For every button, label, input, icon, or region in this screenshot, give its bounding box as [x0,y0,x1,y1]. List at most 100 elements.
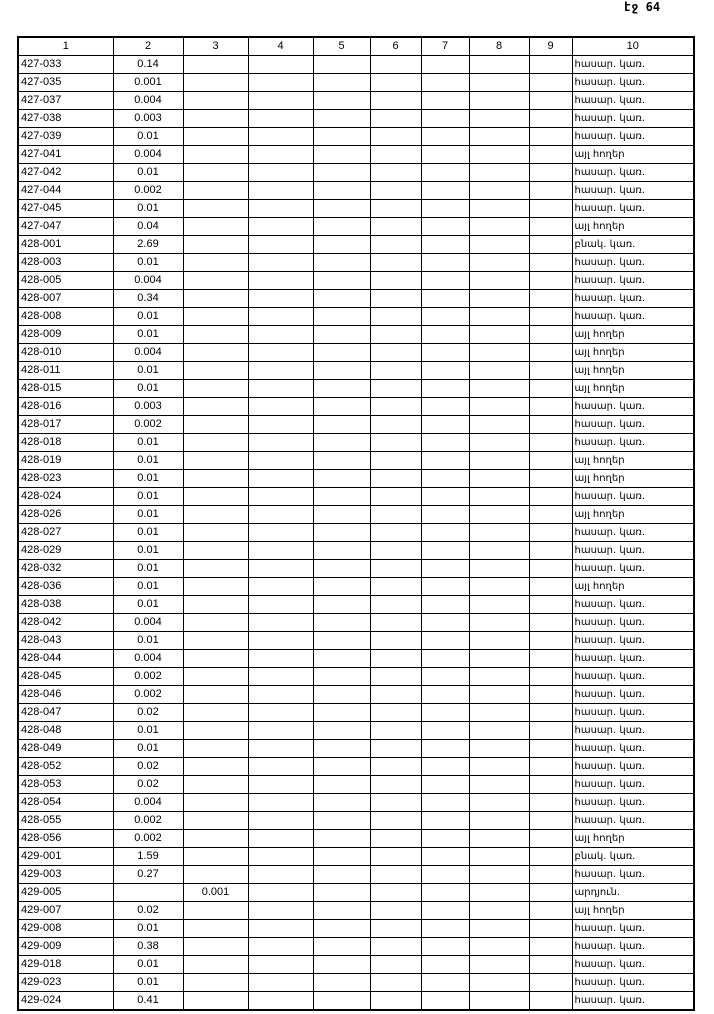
empty-cell [312,883,371,902]
empty-cell [369,721,422,740]
empty-cell [369,955,422,974]
table-row: 428-052 0.02 հասար. կառ. [17,757,695,776]
empty-cell [528,433,573,452]
empty-cell [369,559,422,578]
land-use-type: հասար. կառ. [571,775,695,794]
area-col-2: 0.01 [112,541,184,560]
empty-cell [312,775,371,794]
area-col-2: 0.004 [112,271,184,290]
empty-cell [369,145,422,164]
empty-cell [247,595,314,614]
empty-cell [420,397,470,416]
land-use-type: այլ հողեր [571,325,695,344]
empty-cell [312,793,371,812]
empty-cell [369,307,422,326]
empty-cell [247,433,314,452]
empty-cell [528,667,573,686]
area-col-2: 0.01 [112,955,184,974]
parcel-code: 428-008 [17,307,114,326]
empty-cell [312,469,371,488]
empty-cell [468,991,530,1011]
area-col-2: 0.01 [112,379,184,398]
parcel-code: 428-005 [17,271,114,290]
empty-cell [468,631,530,650]
empty-cell [247,55,314,74]
land-use-type: հասար. կառ. [571,595,695,614]
area-col-2: 0.01 [112,163,184,182]
empty-cell [420,487,470,506]
empty-cell [468,487,530,506]
empty-cell [247,361,314,380]
land-use-type: հասար. կառ. [571,91,695,110]
area-col-2: 0.002 [112,415,184,434]
table-row: 428-023 0.01 այլ հողեր [17,469,695,488]
empty-cell [468,505,530,524]
empty-cell [420,145,470,164]
empty-cell [468,127,530,146]
table-row: 429-007 0.02 այլ հողեր [17,901,695,920]
land-register-table: 1 2 3 4 5 6 7 8 9 10 427-033 0.14 հասար. կ… [17,36,695,1011]
table-row: 428-010 0.004 այլ հողեր [17,343,695,362]
empty-cell [420,829,470,848]
area-col-2: 0.01 [112,487,184,506]
parcel-code: 428-032 [17,559,114,578]
parcel-code: 429-003 [17,865,114,884]
area-col-2: 0.38 [112,937,184,956]
empty-cell [468,379,530,398]
area-col-3 [182,901,249,920]
land-use-type: հասար. կառ. [571,991,695,1011]
empty-cell [247,523,314,542]
parcel-code: 427-037 [17,91,114,110]
empty-cell [528,649,573,668]
empty-cell [468,739,530,758]
empty-cell [420,595,470,614]
empty-cell [247,757,314,776]
empty-cell [468,847,530,866]
area-col-3 [182,631,249,650]
empty-cell [369,397,422,416]
empty-cell [312,685,371,704]
empty-cell [528,577,573,596]
empty-cell [528,919,573,938]
land-use-type: հասար. կառ. [571,55,695,74]
empty-cell [369,55,422,74]
empty-cell [468,271,530,290]
empty-cell [312,523,371,542]
area-col-3 [182,145,249,164]
table-row: 428-055 0.002 հասար. կառ. [17,811,695,830]
table-row: 428-053 0.02 հասար. կառ. [17,775,695,794]
empty-cell [247,685,314,704]
parcel-code: 428-001 [17,235,114,254]
empty-cell [420,559,470,578]
area-col-3 [182,541,249,560]
empty-cell [369,541,422,560]
empty-cell [369,505,422,524]
land-use-type: բնակ. կառ. [571,235,695,254]
empty-cell [468,361,530,380]
empty-cell [369,847,422,866]
area-col-2: 0.01 [112,307,184,326]
empty-cell [420,919,470,938]
land-use-type: հասար. կառ. [571,919,695,938]
parcel-code: 428-056 [17,829,114,848]
empty-cell [420,739,470,758]
land-use-type: հասար. կառ. [571,199,695,218]
table-row: 427-039 0.01 հասար. կառ. [17,127,695,146]
parcel-code: 428-010 [17,343,114,362]
empty-cell [312,739,371,758]
empty-cell [312,433,371,452]
empty-cell [420,955,470,974]
area-col-2: 0.004 [112,343,184,362]
empty-cell [369,109,422,128]
column-header: 9 [528,36,573,56]
empty-cell [468,829,530,848]
empty-cell [312,415,371,434]
empty-cell [312,613,371,632]
area-col-2: 0.02 [112,757,184,776]
empty-cell [369,379,422,398]
empty-cell [369,451,422,470]
table-row: 428-019 0.01 այլ հողեր [17,451,695,470]
empty-cell [312,145,371,164]
table-row: 428-044 0.004 հասար. կառ. [17,649,695,668]
empty-cell [247,289,314,308]
